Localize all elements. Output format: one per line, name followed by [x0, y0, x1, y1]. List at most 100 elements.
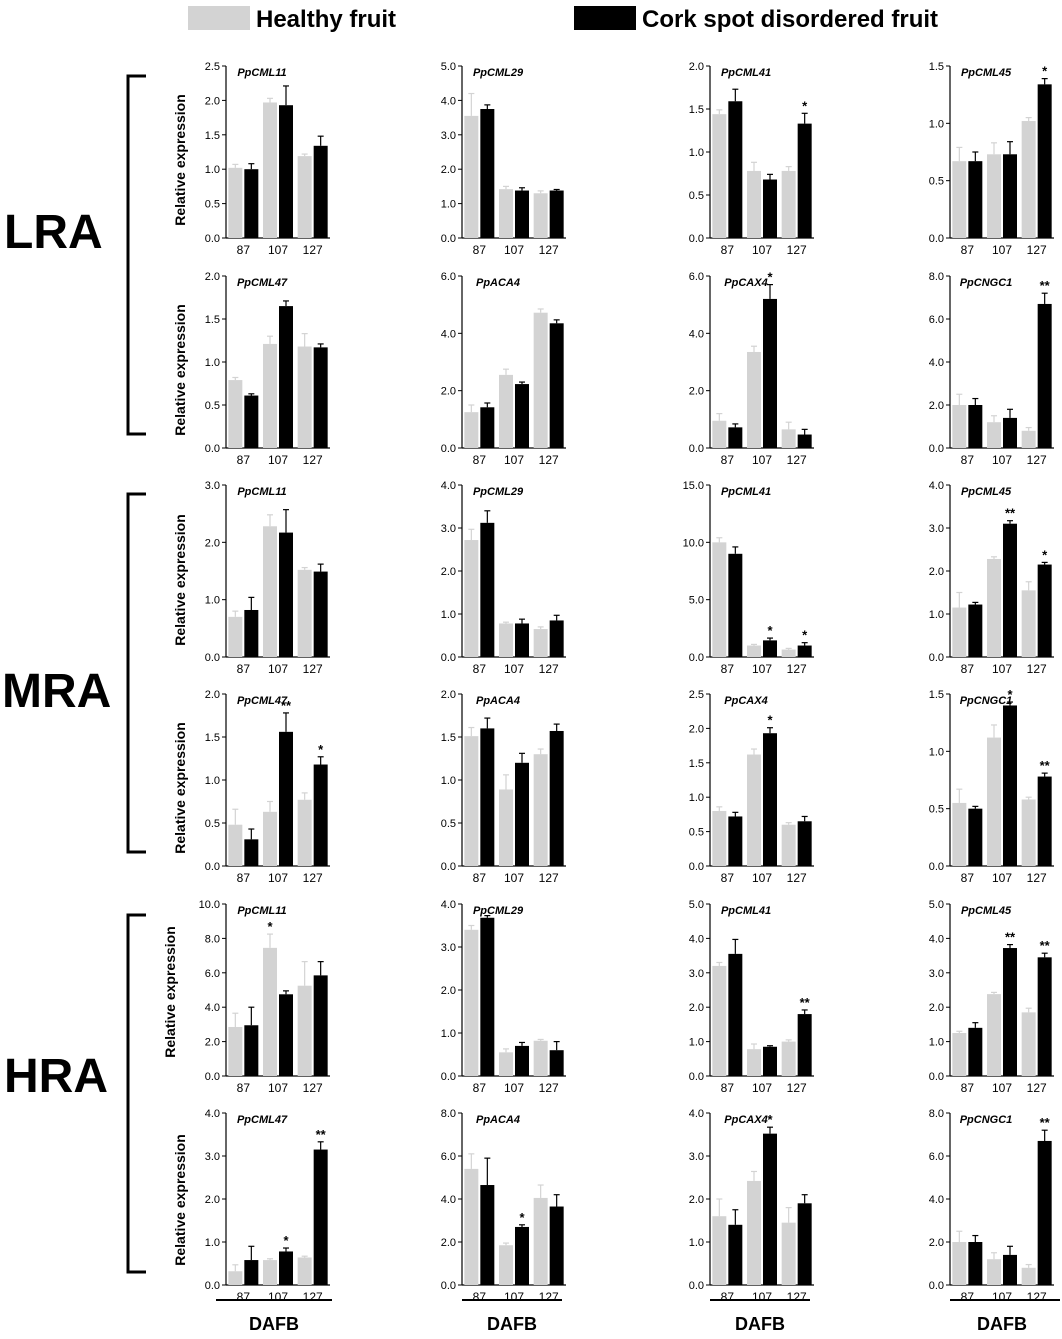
- bar-healthy: [499, 374, 513, 448]
- x-tick-label: 107: [752, 1081, 772, 1095]
- bar-healthy: [297, 1257, 312, 1285]
- bar-healthy: [987, 1259, 1001, 1285]
- bar-healthy: [533, 754, 548, 866]
- group-label-hra: HRA: [4, 1050, 108, 1103]
- x-tick-label: 127: [1027, 243, 1047, 257]
- bar-disordered: [279, 994, 293, 1076]
- bar-healthy: [1021, 121, 1036, 238]
- y-tick-label: 0.0: [441, 233, 456, 245]
- significance-marker: *: [283, 1233, 289, 1248]
- bar-healthy: [781, 824, 796, 866]
- y-tick-label: 0.5: [205, 199, 220, 211]
- chart-panel-lra-ppcax4: 0.0 2.0 4.0 6.0 PpCAX4 87 107 * 127: [689, 270, 814, 467]
- y-tick-label: 3.0: [929, 523, 944, 535]
- x-tick-label: 107: [752, 453, 772, 467]
- bar-healthy: [499, 789, 513, 866]
- y-tick-label: 0.0: [929, 861, 944, 873]
- bar-healthy: [1021, 430, 1036, 448]
- bar-healthy: [263, 343, 277, 448]
- x-tick-label: 87: [473, 243, 487, 257]
- chart-panel-mra-ppcml29: 0.0 1.0 2.0 3.0 4.0 PpCML29 87 107 127: [441, 480, 566, 676]
- x-tick-label: 107: [992, 871, 1012, 885]
- bar-disordered: [1003, 705, 1017, 866]
- legend: Healthy fruit Cork spot disordered fruit: [188, 6, 938, 33]
- x-tick-label: 107: [752, 243, 772, 257]
- chart-title: PpCML29: [473, 486, 524, 498]
- x-tick-label: 127: [787, 1290, 807, 1304]
- legend-label-disordered: Cork spot disordered fruit: [642, 6, 938, 33]
- y-tick-label: 6.0: [689, 271, 704, 283]
- bar-disordered: [763, 1046, 777, 1076]
- bar-disordered: [515, 623, 529, 657]
- bar-disordered: [728, 953, 743, 1076]
- bar-healthy: [987, 737, 1001, 866]
- bar-disordered: [968, 604, 983, 657]
- chart-panel-lra-ppcml11: 0.0 0.5 1.0 1.5 2.0 2.5 PpCML11 87 107 127: [205, 61, 330, 257]
- bar-healthy: [263, 947, 277, 1076]
- y-tick-label: 1.5: [205, 732, 220, 744]
- chart-panel-hra-ppcax4: 0.0 1.0 2.0 3.0 4.0 PpCAX4 87 107 * 127: [689, 1108, 814, 1304]
- bar-disordered: [313, 764, 328, 866]
- chart-title: PpCNGC1: [960, 1114, 1013, 1126]
- bar-healthy: [1021, 799, 1036, 866]
- bar-healthy: [1021, 1267, 1036, 1285]
- bar-disordered: [244, 169, 259, 238]
- y-tick-label: 0.0: [929, 443, 944, 455]
- x-tick-label: 87: [721, 243, 735, 257]
- bar-disordered: [244, 395, 259, 448]
- y-tick-label: 2.5: [689, 689, 704, 701]
- x-tick-label: 127: [1027, 453, 1047, 467]
- bar-healthy: [781, 429, 796, 448]
- x-tick-label: 87: [961, 1290, 975, 1304]
- y-tick-label: 3.0: [689, 1151, 704, 1163]
- bar-disordered: [313, 571, 328, 657]
- chart-title: PpCAX4: [724, 1114, 767, 1126]
- y-tick-label: 1.5: [929, 61, 944, 73]
- y-tick-label: 1.0: [205, 1237, 220, 1249]
- y-tick-label: 4.0: [205, 1108, 220, 1120]
- x-tick-label: 107: [504, 871, 524, 885]
- y-tick-label: 1.0: [441, 1028, 456, 1040]
- y-tick-label: 3.0: [929, 968, 944, 980]
- bar-disordered: [279, 1251, 293, 1285]
- chart-panel-hra-ppcml11: 0.0 2.0 4.0 6.0 8.0 10.0 PpCML11 87 107 * 127: [199, 899, 330, 1095]
- x-tick-label: 107: [992, 1290, 1012, 1304]
- y-tick-label: 15.0: [683, 480, 704, 492]
- bar-disordered: [1003, 154, 1017, 238]
- bar-disordered: [1037, 957, 1052, 1076]
- y-tick-label: 3.0: [441, 942, 456, 954]
- bar-disordered: [549, 1206, 564, 1285]
- bar-healthy: [297, 799, 312, 866]
- x-tick-label: 87: [237, 1081, 251, 1095]
- y-tick-label: 2.0: [929, 1002, 944, 1014]
- y-tick-label: 2.0: [441, 1237, 456, 1249]
- y-axis-label-3: Relative expression: [172, 514, 188, 646]
- bar-healthy: [712, 1216, 727, 1285]
- bar-disordered: [1037, 303, 1052, 448]
- y-tick-label: 1.5: [441, 732, 456, 744]
- bar-disordered: [797, 123, 812, 238]
- bar-healthy: [712, 420, 727, 448]
- bar-healthy: [987, 558, 1001, 657]
- chart-title: PpCML11: [237, 67, 286, 79]
- y-tick-label: 0.0: [205, 1071, 220, 1083]
- x-tick-label: 87: [237, 871, 251, 885]
- x-tick-label: 107: [752, 871, 772, 885]
- bar-healthy: [297, 346, 312, 448]
- bar-healthy: [747, 1180, 761, 1285]
- y-tick-label: 0.5: [689, 827, 704, 839]
- bar-healthy: [533, 1197, 548, 1285]
- y-tick-label: 0.0: [689, 1280, 704, 1292]
- bar-healthy: [747, 754, 761, 866]
- significance-marker: *: [519, 1210, 525, 1225]
- bar-healthy: [464, 412, 479, 448]
- y-tick-label: 6.0: [205, 968, 220, 980]
- significance-marker: **: [1040, 758, 1051, 773]
- bar-healthy: [952, 1033, 967, 1076]
- y-tick-label: 1.0: [929, 118, 944, 130]
- y-tick-label: 2.0: [205, 271, 220, 283]
- bar-disordered: [279, 105, 293, 238]
- x-tick-label: 87: [961, 453, 975, 467]
- legend-label-healthy: Healthy fruit: [256, 6, 396, 33]
- chart-panel-mra-ppcml45: 0.0 1.0 2.0 3.0 4.0 PpCML45 87 107 ** 127 *: [929, 480, 1054, 676]
